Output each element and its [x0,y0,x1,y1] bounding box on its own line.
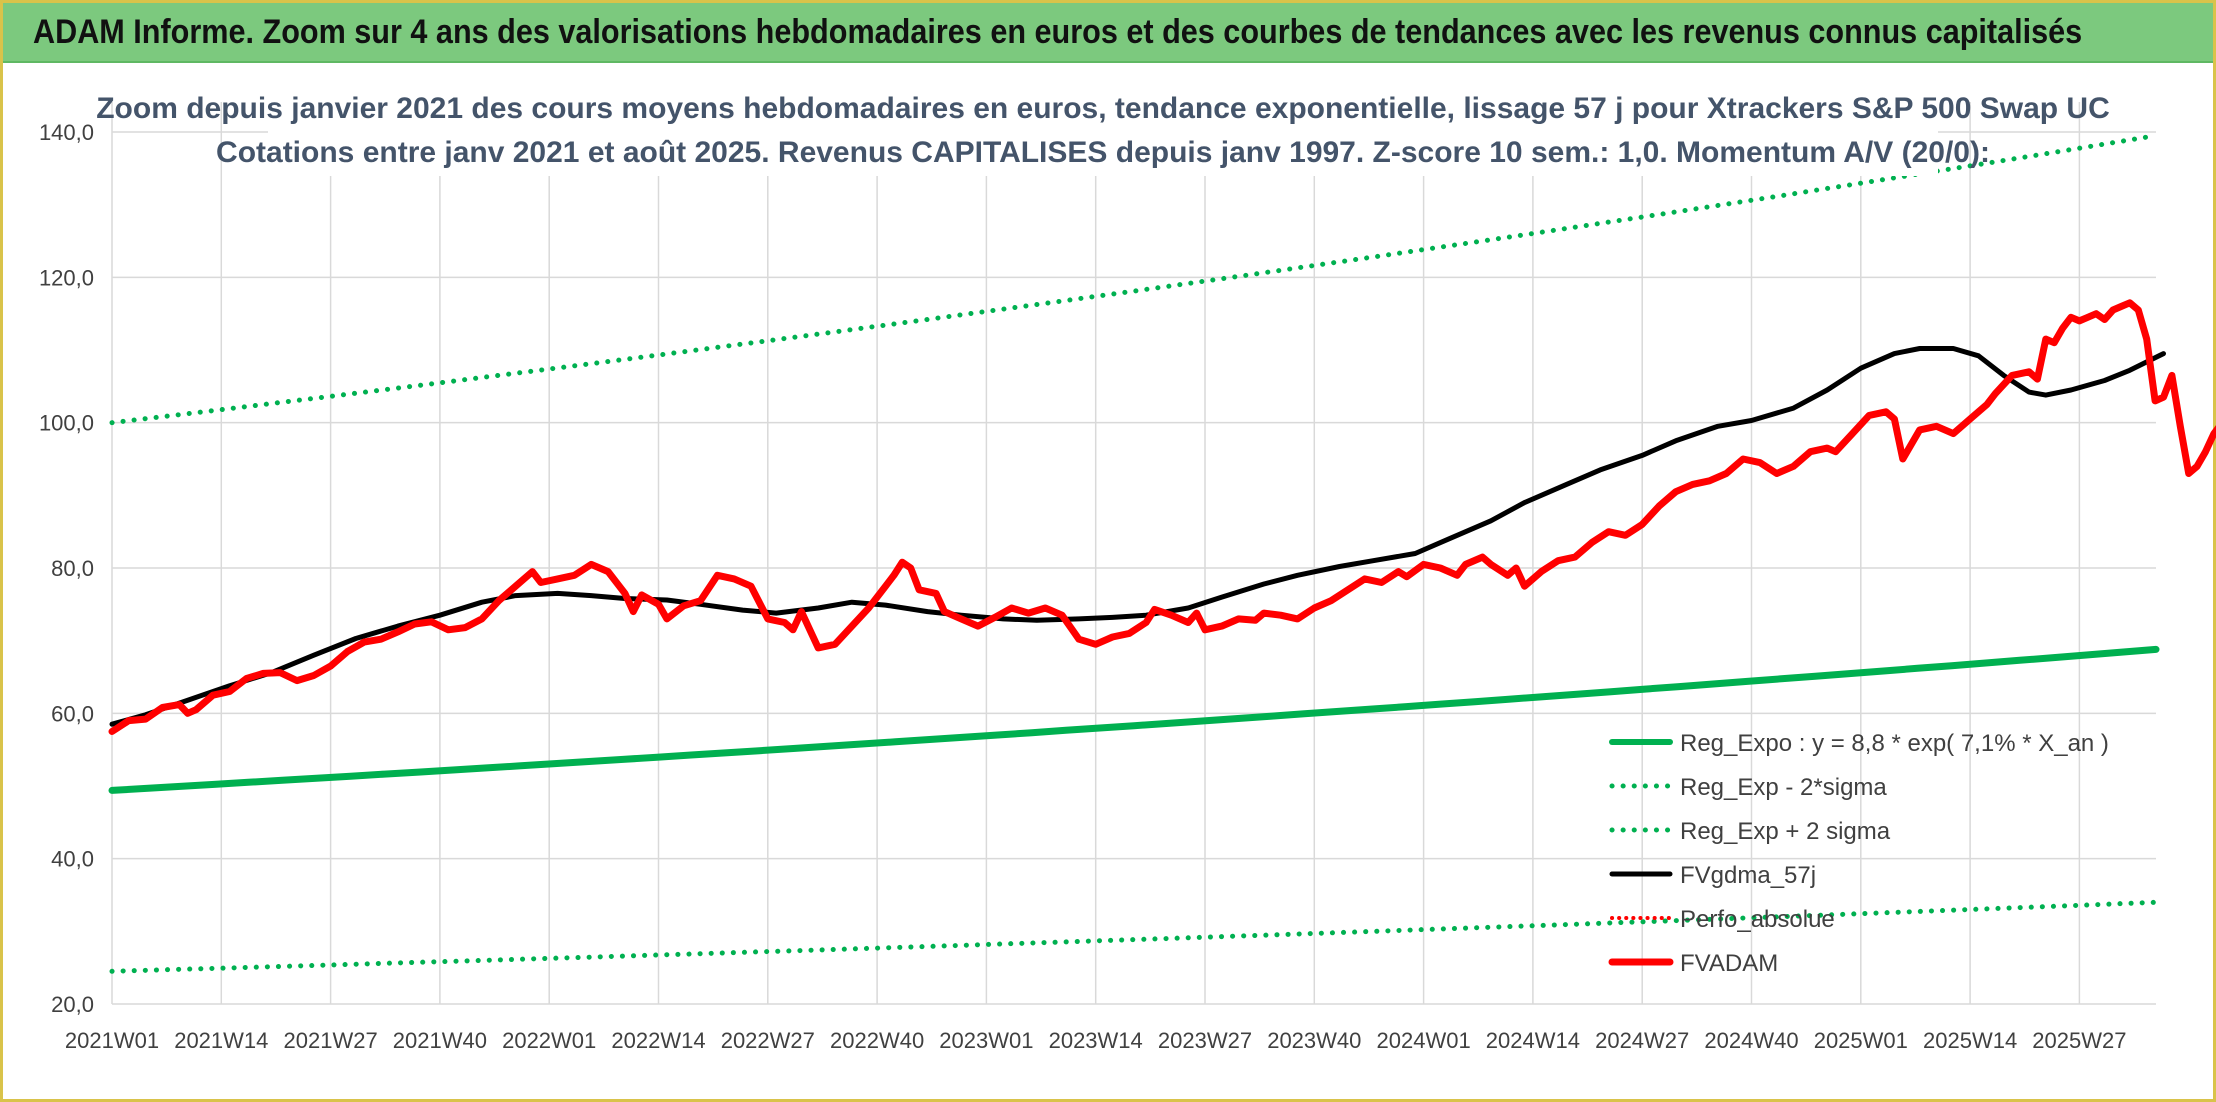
x-tick-label: 2025W27 [2032,1028,2126,1053]
x-axis-ticks: 2021W01 2021W14 2021W27 2021W40 2022W01 2022W… [65,1028,2127,1053]
y-tick-label: 40,0 [51,847,94,872]
x-tick-label: 2023W27 [1158,1028,1252,1053]
x-tick-label: 2023W01 [939,1028,1033,1053]
series-upper-band [109,133,2159,426]
legend-item-reg: Reg_Expo : y = 8,8 * exp( 7,1% * X_an ) [1609,730,2109,757]
x-tick-label: 2025W01 [1814,1028,1908,1053]
y-tick-label: 80,0 [51,556,94,581]
series-lower-band [109,899,2159,974]
x-tick-label: 2021W01 [65,1028,159,1053]
x-tick-label: 2021W40 [393,1028,487,1053]
legend-item-fvgdma: FVgdma_57j [1609,862,1816,889]
report-title: ADAM Informe. Zoom sur 4 ans des valoris… [33,12,2083,51]
legend-label: FVADAM [1680,950,1778,977]
x-tick-label: 2024W40 [1704,1028,1798,1053]
legend-item-fvadam: FVADAM [1608,950,1778,977]
x-tick-label: 2021W14 [174,1028,268,1053]
x-tick-label: 2021W27 [284,1028,378,1053]
legend-item-lower: Reg_Exp - 2*sigma [1609,774,1887,801]
grid-lines [111,102,2156,1005]
legend-item-perfo: Perfo_absolue [1610,906,1835,933]
y-tick-label: 60,0 [51,701,94,726]
x-tick-label: 2024W27 [1595,1028,1689,1053]
y-tick-label: 140,0 [39,120,94,145]
chart-subtitle-line1: Zoom depuis janvier 2021 des cours moyen… [96,92,2110,125]
x-tick-label: 2022W40 [830,1028,924,1053]
legend-label: Perfo_absolue [1680,906,1835,933]
legend-label: Reg_Exp - 2*sigma [1680,774,1887,801]
legend-label: Reg_Expo : y = 8,8 * exp( 7,1% * X_an ) [1680,730,2109,757]
x-tick-label: 2022W14 [611,1028,705,1053]
y-axis-ticks: 140,0 120,0 100,0 80,0 60,0 40,0 20,0 [39,120,94,1017]
report-banner: ADAM Informe. Zoom sur 4 ans des valoris… [3,3,2213,63]
legend-label: FVgdma_57j [1680,862,1816,889]
x-tick-label: 2022W27 [721,1028,815,1053]
chart-legend: Reg_Expo : y = 8,8 * exp( 7,1% * X_an ) R… [1608,730,2109,977]
x-tick-label: 2025W14 [1923,1028,2017,1053]
subtitle-backdrop [268,80,1938,176]
series-layer [108,133,2216,974]
x-tick-label: 2022W01 [502,1028,596,1053]
x-tick-label: 2023W14 [1049,1028,1143,1053]
chart-subtitle-line2: Cotations entre janv 2021 et août 2025. … [216,136,1990,169]
legend-item-upper: Reg_Exp + 2 sigma [1609,818,1891,845]
y-tick-label: 120,0 [39,265,94,290]
x-tick-label: 2024W01 [1377,1028,1471,1053]
series-fvgdma-57j [109,346,2166,727]
y-tick-label: 100,0 [39,411,94,436]
series-reg-expo [108,645,2160,794]
legend-label: Reg_Exp + 2 sigma [1680,818,1891,845]
x-tick-label: 2023W40 [1267,1028,1361,1053]
series-fvadam [108,299,2216,735]
x-tick-label: 2024W14 [1486,1028,1580,1053]
y-tick-label: 20,0 [51,992,94,1017]
